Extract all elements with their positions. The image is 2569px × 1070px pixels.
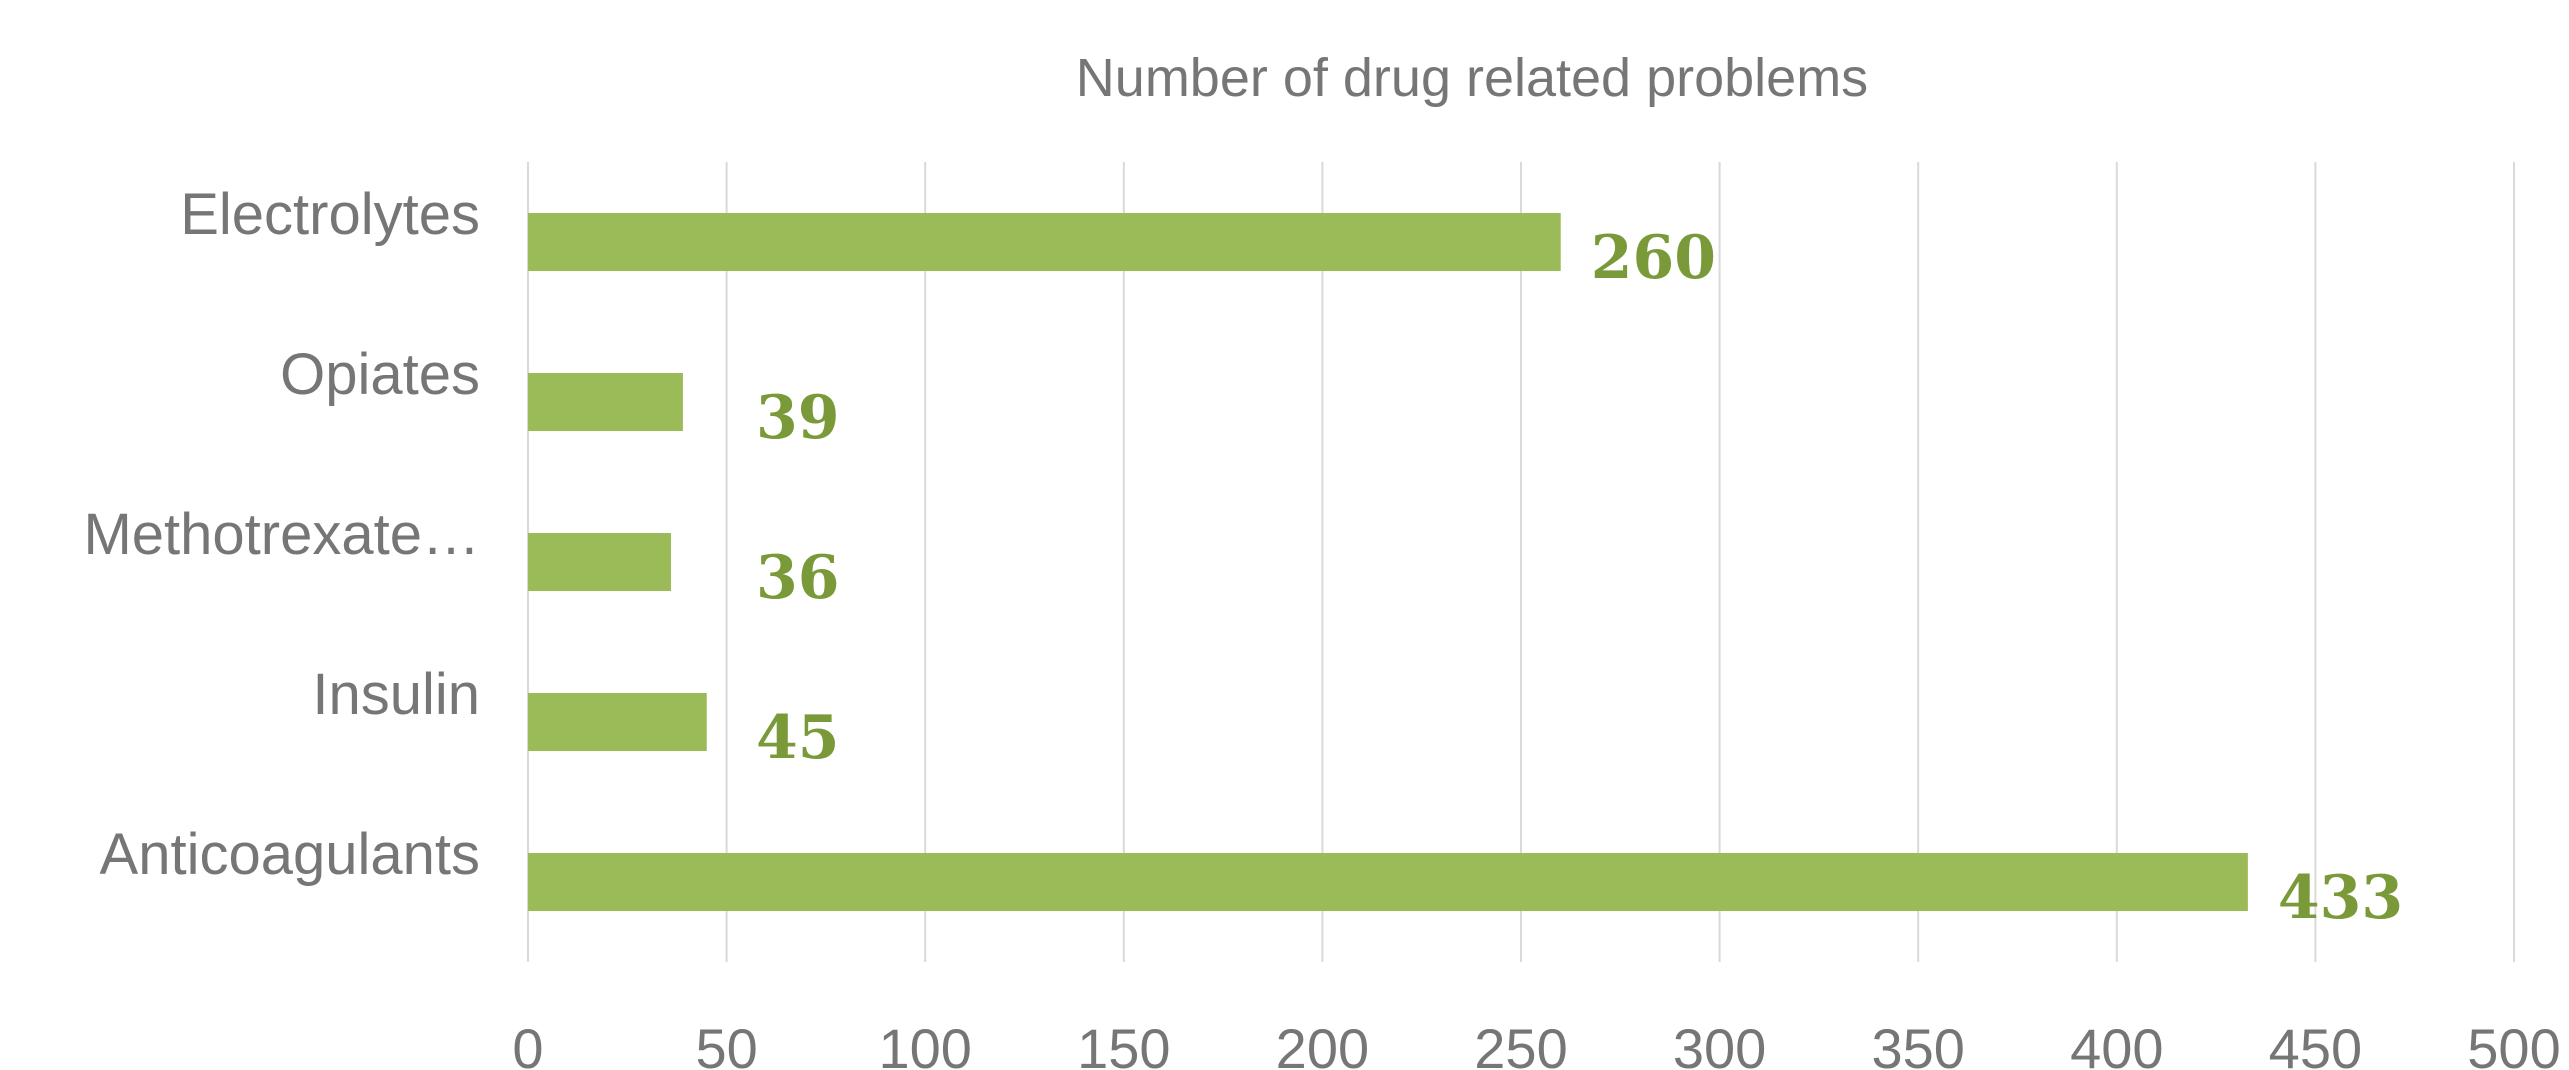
data-label: 45 (756, 703, 840, 773)
chart-title: Number of drug related problems (1076, 48, 1868, 108)
bar (528, 853, 2248, 911)
x-tick-label: 300 (1673, 1017, 1766, 1070)
bars (528, 213, 2248, 911)
gridlines (527, 162, 2515, 962)
bar (528, 693, 707, 751)
x-tick-label: 500 (2467, 1017, 2560, 1070)
bar (528, 213, 1561, 271)
category-label: Insulin (312, 662, 480, 727)
x-tick-label: 400 (2070, 1017, 2163, 1070)
data-label: 260 (1591, 223, 1716, 293)
x-tick-label: 350 (1871, 1017, 1964, 1070)
bar (528, 533, 671, 591)
labels: 0 50 100 150 200 250 300 350 400 450 500 Electrolyt… (83, 182, 2560, 1070)
category-label: Methotrexate… (83, 502, 480, 567)
x-tick-label: 0 (512, 1017, 543, 1070)
x-tick-label: 100 (878, 1017, 971, 1070)
x-tick-label: 150 (1077, 1017, 1170, 1070)
data-label: 36 (756, 543, 840, 613)
x-tick-label: 450 (2269, 1017, 2362, 1070)
x-tick-label: 200 (1276, 1017, 1369, 1070)
x-tick-label: 50 (695, 1017, 757, 1070)
bar (528, 373, 683, 431)
data-label: 433 (2278, 863, 2403, 933)
category-label: Electrolytes (180, 182, 480, 247)
category-label: Opiates (280, 342, 480, 407)
x-tick-label: 250 (1474, 1017, 1567, 1070)
data-label: 39 (756, 383, 840, 453)
category-label: Anticoagulants (100, 822, 480, 887)
